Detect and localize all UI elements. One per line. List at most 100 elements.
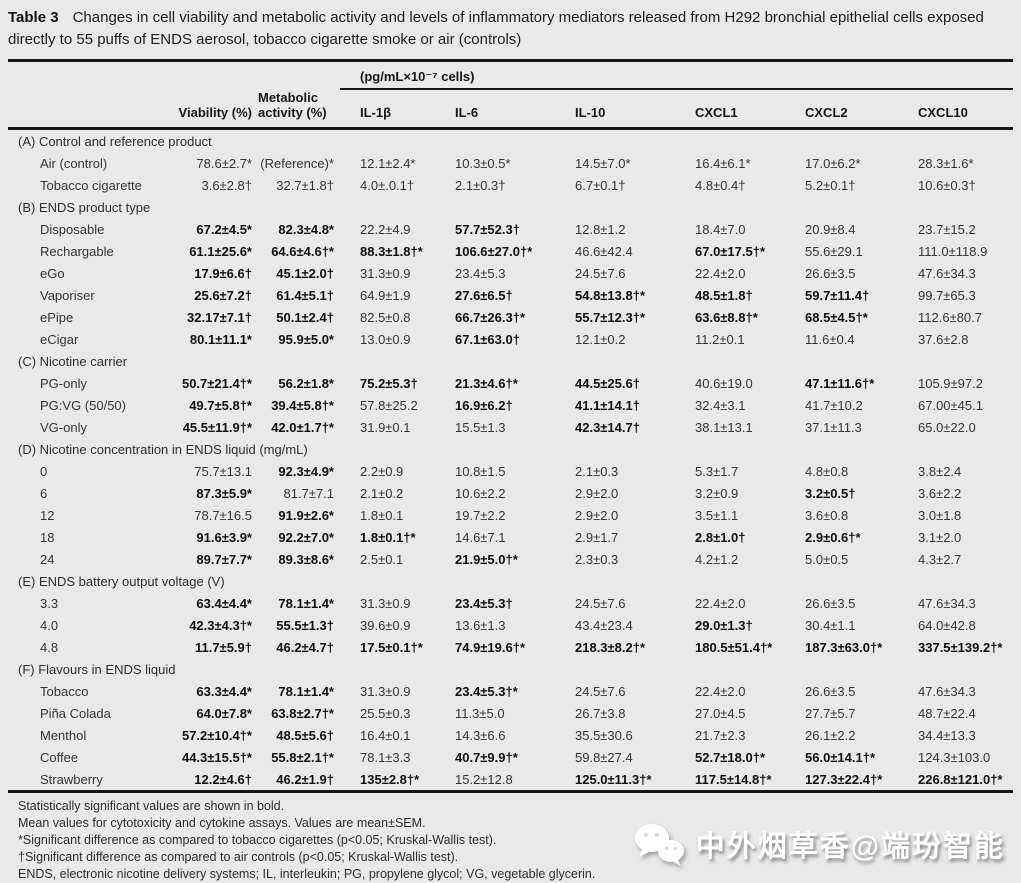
table-cell: 44.5±25.6†	[575, 375, 640, 391]
table-cell: 26.6±3.5	[805, 265, 856, 281]
table-cell: 80.1±11.1*	[189, 331, 252, 347]
table-cell: 105.9±97.2	[918, 375, 983, 391]
table-cell: 27.6±6.5†	[455, 287, 513, 303]
table-cell: 127.3±22.4†*	[805, 771, 883, 787]
table-cell: 82.3±4.8*	[278, 221, 334, 237]
table-cell: 55.7±12.3†*	[575, 309, 646, 325]
table-cell: 38.1±13.1	[695, 419, 753, 435]
table-cell: 23.4±5.3	[455, 265, 506, 281]
table-cell: 28.3±1.6*	[918, 155, 974, 171]
table-cell: 78.1±1.4*	[278, 683, 334, 699]
table-cell: 55.8±2.1†*	[271, 749, 334, 765]
table-cell: 48.7±22.4	[918, 705, 976, 721]
table-cell: 21.9±5.0†*	[455, 551, 518, 567]
table-row: eCigar 80.1±11.1* 95.9±5.0* 13.0±0.9 67.1±63…	[8, 328, 1013, 350]
table-cell: 12.2±4.6†	[194, 771, 252, 787]
table-cell: 42.3±4.3†*	[189, 617, 252, 633]
table-cell: 2.2±0.9	[360, 463, 404, 479]
table-cell: 47.6±34.3	[918, 265, 976, 281]
table-row: 6 87.3±5.9* 81.7±7.1 2.1±0.2 10.6±2.2 2.9±2.0…	[8, 482, 1013, 504]
table-cell: 92.2±7.0*	[278, 529, 334, 545]
table-row: 18 91.6±3.9* 92.2±7.0* 1.8±0.1†* 14.6±7.1 2.9…	[8, 526, 1013, 548]
col-header-metabolic: Metabolic activity (%)	[258, 89, 340, 130]
row-label: Vaporiser	[40, 287, 95, 303]
table-cell: 42.3±14.7†	[575, 419, 640, 435]
table-cell: 57.8±25.2	[360, 397, 418, 413]
table-cell: 64.6±4.6†*	[271, 243, 334, 259]
unit-header: (pg/mL×10⁻⁷ cells)	[360, 69, 475, 84]
column-header-row: Viability (%) Metabolic activity (%) IL-…	[8, 89, 1014, 130]
row-label: 18	[40, 529, 55, 545]
table-cell: 47.6±34.3	[918, 595, 976, 611]
table-cell: 45.1±2.0†	[276, 265, 334, 281]
table-row: Piña Colada 64.0±7.8* 63.8±2.7†* 25.5±0.3 11…	[8, 702, 1013, 724]
col-header-il10: IL-10	[555, 89, 675, 130]
table-cell: 82.5±0.8	[360, 309, 411, 325]
section-header: (D) Nicotine concentration in ENDS liqui…	[18, 441, 308, 457]
footnote: *Significant difference as compared to t…	[18, 833, 497, 847]
section-row: (C) Nicotine carrier	[8, 350, 1013, 372]
section-row: (D) Nicotine concentration in ENDS liqui…	[8, 438, 1013, 460]
row-label: eGo	[40, 265, 65, 281]
table-cell: 32.4±3.1	[695, 397, 746, 413]
table-cell: 65.0±22.0	[918, 419, 976, 435]
footnote: Statistically significant values are sho…	[18, 799, 285, 813]
section-header: (A) Control and reference product	[18, 133, 212, 149]
table-cell: 67.1±63.0†	[455, 331, 520, 347]
table-cell: 21.3±4.6†*	[455, 375, 518, 391]
row-label: Tobacco	[40, 683, 89, 699]
watermark: 中外烟草香@端玢智能	[632, 821, 1005, 867]
table-cell: 3.2±0.9	[695, 485, 739, 501]
table-cell: 14.6±7.1	[455, 529, 506, 545]
table-cell: 15.2±12.8	[455, 771, 513, 787]
table-cell: 2.9±1.7	[575, 529, 619, 545]
table-cell: 46.6±42.4	[575, 243, 633, 259]
table-cell: (Reference)*	[260, 155, 334, 171]
table-cell: 11.3±5.0	[455, 705, 505, 721]
table-cell: 55.5±1.3†	[276, 617, 334, 633]
table-cell: 64.0±42.8	[918, 617, 976, 633]
table-cell: 54.8±13.8†*	[575, 287, 646, 303]
table-cell: 24.5±7.6	[575, 683, 626, 699]
table-cell: 52.7±18.0†*	[695, 749, 766, 765]
section-header: (F) Flavours in ENDS liquid	[18, 661, 176, 677]
table-cell: 2.5±0.1	[360, 551, 404, 567]
col-header-cxcl1: CXCL1	[675, 89, 785, 130]
table-cell: 106.6±27.0†*	[455, 243, 533, 259]
table-cell: 25.6±7.2†	[194, 287, 252, 303]
table-row: 4.8 11.7±5.9† 46.2±4.7† 17.5±0.1†* 74.9±19.6…	[8, 636, 1013, 658]
table-cell: 2.9±2.0	[575, 507, 619, 523]
table-cell: 23.4±5.3†*	[455, 683, 518, 699]
table-cell: 49.7±5.8†*	[189, 397, 252, 413]
table-cell: 50.1±2.4†	[276, 309, 334, 325]
table-cell: 3.8±2.4	[918, 463, 962, 479]
table-cell: 13.6±1.3	[455, 617, 506, 633]
table-cell: 42.0±1.7†*	[271, 419, 334, 435]
table-cell: 39.6±0.9	[360, 617, 411, 633]
table-cell: 89.7±7.7*	[196, 551, 252, 567]
table-cell: 47.6±34.3	[918, 683, 976, 699]
table-cell: 2.3±0.3	[575, 551, 619, 567]
table-cell: 88.3±1.8†*	[360, 243, 423, 259]
table-cell: 48.5±1.8†	[695, 287, 753, 303]
table-cell: 45.5±11.9†*	[182, 419, 252, 435]
table-cell: 10.8±1.5	[455, 463, 506, 479]
table-cell: 99.7±65.3	[918, 287, 976, 303]
table-title: Table 3 Changes in cell viability and met…	[0, 0, 1018, 51]
table-cell: 117.5±14.8†*	[695, 771, 772, 787]
table-cell: 31.3±0.9	[360, 683, 411, 699]
table-cell: 37.1±11.3	[805, 419, 862, 435]
row-label: 24	[40, 551, 55, 567]
col-header-cxcl2: CXCL2	[785, 89, 898, 130]
table-cell: 12.8±1.2	[575, 221, 626, 237]
table-cell: 19.7±2.2	[455, 507, 506, 523]
row-label: Disposable	[40, 221, 105, 237]
table-cell: 47.1±11.6†*	[805, 375, 875, 391]
row-label: ePipe	[40, 309, 74, 325]
table-cell: 59.7±11.4†	[805, 287, 870, 303]
table-cell: 61.4±5.1†	[276, 287, 334, 303]
row-label: Coffee	[40, 749, 79, 765]
table-cell: 10.6±0.3†	[918, 177, 976, 193]
table-cell: 26.6±3.5	[805, 595, 856, 611]
table-cell: 124.3±103.0	[918, 749, 991, 765]
